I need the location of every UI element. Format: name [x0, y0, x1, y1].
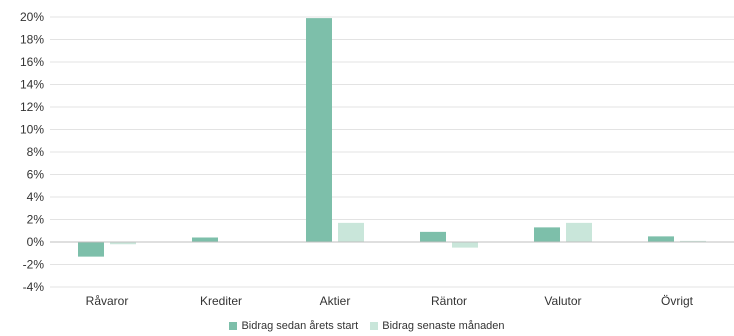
y-tick-label: 20%: [20, 10, 44, 24]
y-tick-label: 12%: [20, 100, 44, 114]
legend-label-ytd: Bidrag sedan årets start: [241, 320, 359, 332]
y-axis-ticks: 20% 18% 16% 14% 12% 10% 8% 6% 4% 2% 0% -2% -4%: [20, 10, 44, 294]
gridlines: [50, 16, 734, 288]
y-tick-label: -4%: [23, 280, 45, 294]
legend-label-month: Bidrag senaste månaden: [382, 320, 505, 332]
y-tick-label: 8%: [27, 145, 45, 159]
bar-month-4: [566, 222, 592, 242]
bar-month-2: [338, 222, 364, 242]
y-tick-label: 4%: [27, 190, 45, 204]
legend: Bidrag sedan årets start Bidrag senaste …: [0, 318, 734, 334]
x-category-label: Övrigt: [661, 294, 694, 308]
x-category-label: Räntor: [431, 294, 467, 308]
y-tick-label: 6%: [27, 168, 45, 182]
y-tick-label: 2%: [27, 213, 45, 227]
x-category-label: Aktier: [320, 294, 351, 308]
y-tick-label: 10%: [20, 123, 44, 137]
bar-month-3: [452, 242, 478, 248]
y-tick-label: 14%: [20, 78, 44, 92]
bar-ytd-1: [192, 237, 218, 242]
y-tick-label: 0%: [27, 235, 45, 249]
bar-ytd-5: [648, 236, 674, 242]
bar-month-5: [680, 240, 706, 242]
bar-ytd-2: [306, 18, 332, 242]
x-category-label: Krediter: [200, 294, 242, 308]
legend-item-month: Bidrag senaste månaden: [370, 320, 505, 332]
bar-ytd-0: [78, 242, 104, 257]
bar-chart: 20% 18% 16% 14% 12% 10% 8% 6% 4% 2% 0% -2% -4% Råvar…: [20, 10, 734, 308]
y-tick-label: 16%: [20, 55, 44, 69]
bars: [78, 18, 706, 257]
legend-swatch-month: [370, 322, 379, 330]
legend-item-ytd: Bidrag sedan årets start: [229, 320, 358, 332]
bar-ytd-4: [534, 227, 560, 242]
bar-month-0: [110, 242, 136, 245]
bar-ytd-3: [420, 231, 446, 242]
y-tick-label: 18%: [20, 33, 44, 47]
y-tick-label: -2%: [23, 258, 45, 272]
legend-swatch-ytd: [229, 322, 238, 330]
x-category-label: Råvaror: [86, 294, 129, 308]
x-axis-labels: Råvaror Krediter Aktier Räntor Valutor Övrigt: [86, 294, 694, 308]
x-category-label: Valutor: [544, 294, 581, 308]
